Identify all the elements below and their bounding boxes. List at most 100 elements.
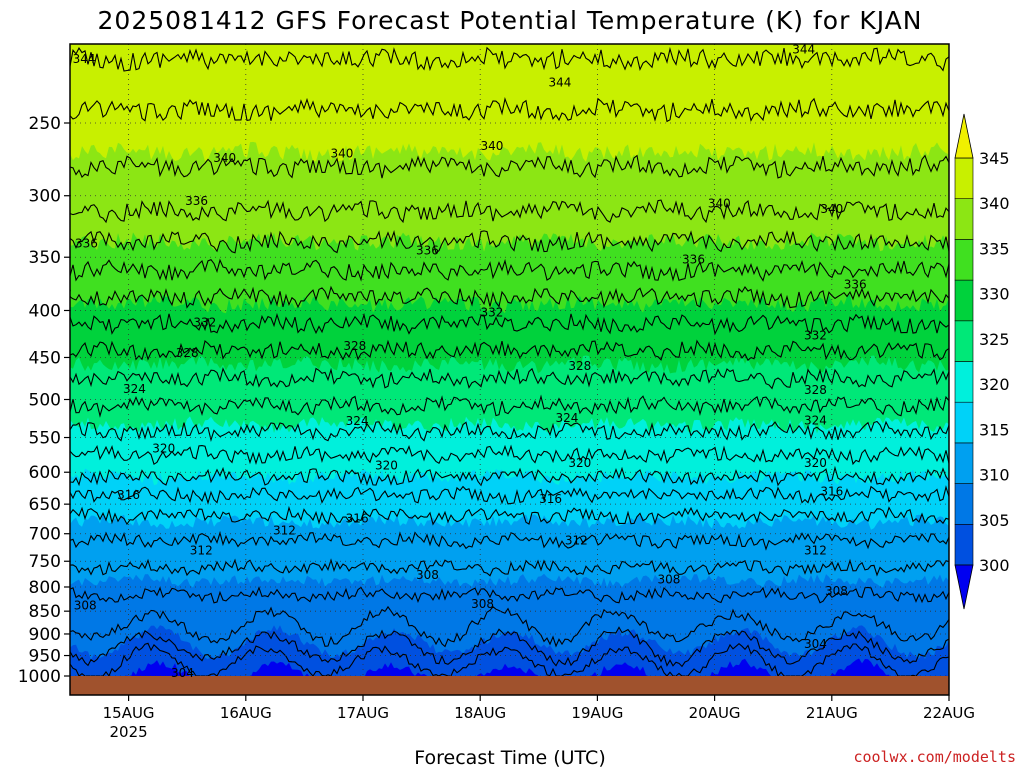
x-tick-sublabel: 2025 [110, 723, 148, 741]
contour-label: 336 [844, 278, 867, 292]
contour-line-322 [70, 420, 949, 442]
credit-text: coolwx.com/modelts [853, 748, 1016, 766]
contour-label: 308 [825, 584, 848, 598]
contour-label: 320 [152, 441, 175, 455]
contour-label: 336 [75, 236, 98, 250]
contour-line-330 [70, 312, 949, 336]
colorbar-top-arrow [954, 113, 974, 159]
contour-label: 316 [539, 492, 562, 506]
y-tick-label: 600 [29, 463, 61, 483]
colorbar-segment [954, 361, 974, 403]
y-tick-label: 550 [29, 429, 61, 449]
colorbar-bottom-arrow [954, 564, 974, 610]
contour-labels: 344 344 344 340 340 340 340 340 336 336 336 336 336 3… [49, 43, 867, 680]
contour-label: 316 [346, 512, 369, 526]
colorbar-label: 340 [979, 194, 1010, 213]
contour-label: 340 [330, 147, 353, 161]
contour-label: 312 [190, 543, 213, 557]
contour-label: 324 [555, 411, 578, 425]
y-tick-label: 950 [29, 647, 61, 667]
contour-label: 324 [346, 414, 369, 428]
colorbar-segment [954, 198, 974, 240]
contour-line-320 [70, 444, 949, 466]
colorbar-label: 330 [979, 285, 1010, 304]
contour-label: 308 [471, 597, 494, 611]
y-tick-label: 1000 [18, 667, 61, 687]
plot-frame [69, 43, 950, 696]
colorbar-label: 325 [979, 330, 1010, 349]
contour-line-302 [70, 642, 949, 678]
plot-area: 344 344 344 340 340 340 340 340 336 336 336 336 336 3… [49, 43, 949, 695]
ground [70, 676, 949, 695]
contour-line-326 [70, 367, 949, 390]
colorbar-label: 315 [979, 420, 1010, 439]
y-tick-label: 400 [29, 301, 61, 321]
contour-lines [70, 46, 949, 678]
y-tick-label: 650 [29, 495, 61, 515]
contour-line-338 [70, 199, 949, 224]
colorbar: 300 305 310 315 320 325 330 335 340 345 [954, 113, 1010, 610]
colorbar-segment [954, 523, 974, 566]
contour-label: 312 [273, 523, 296, 537]
x-tick-label: 21AUG [806, 704, 858, 722]
x-axis-label: Forecast Time (UTC) [414, 747, 605, 768]
contour-line-344 [70, 46, 949, 72]
colorbar-segment [954, 401, 974, 444]
contour-label: 344 [548, 76, 571, 90]
colorbar-label: 320 [979, 375, 1010, 394]
contour-label: 308 [416, 568, 439, 582]
contour-label: 328 [343, 339, 366, 353]
contour-line-336 [70, 229, 949, 254]
chart-title: 2025081412 GFS Forecast Potential Temper… [98, 6, 923, 35]
contour-label: 312 [804, 543, 827, 557]
y-tick-label: 900 [29, 625, 61, 645]
colorbar-segment [954, 157, 974, 200]
y-tick-label: 800 [29, 578, 61, 598]
colorbar-segment [954, 442, 974, 484]
contour-label: 344 [792, 43, 815, 57]
y-tick-label: 850 [29, 602, 61, 622]
contour-label: 340 [820, 202, 843, 216]
contour-label: 324 [804, 413, 827, 427]
contour-label: 320 [804, 456, 827, 470]
contour-label: 328 [804, 383, 827, 397]
contour-line-304 [70, 626, 949, 668]
contour-label: 336 [682, 252, 705, 266]
contour-label: 320 [568, 456, 591, 470]
contour-line-306 [70, 605, 949, 648]
contour-line-332 [70, 285, 949, 309]
contour-label: 340 [480, 139, 503, 153]
contour-label: 332 [804, 329, 827, 343]
contour-line-312 [70, 530, 949, 551]
colorbar-label: 305 [979, 511, 1010, 530]
contour-line-314 [70, 505, 949, 526]
contour-label: 328 [568, 359, 591, 373]
contour-label: 320 [375, 459, 398, 473]
contour-line-342 [70, 97, 949, 123]
contour-label: 328 [176, 346, 199, 360]
contour-label: 336 [185, 194, 208, 208]
x-tick-label: 20AUG [689, 704, 741, 722]
contour-line-334 [70, 258, 949, 282]
contour-label: 332 [49, 286, 72, 300]
x-tick-label: 19AUG [571, 704, 623, 722]
contour-label: 308 [74, 598, 97, 612]
contour-label: 344 [73, 52, 96, 66]
contour-line-340 [70, 154, 949, 179]
ground-strip [70, 676, 949, 695]
y-axis-ticks: 250 300 350 400 450 500 550 600 650 700 750 800 850 9… [18, 114, 70, 687]
y-tick-label: 700 [29, 525, 61, 545]
contour-label: 336 [416, 243, 439, 257]
colorbar-label: 335 [979, 239, 1010, 258]
contour-line-310 [70, 558, 949, 577]
contour-line-308 [70, 586, 949, 604]
grid-lines [70, 44, 949, 695]
colorbar-segment [954, 239, 974, 281]
colorbar-segment [954, 320, 974, 362]
x-tick-label: 18AUG [454, 704, 506, 722]
filled-bands [70, 44, 949, 695]
contour-label: 304 [804, 637, 827, 651]
x-tick-label: 17AUG [337, 704, 389, 722]
contour-line-324 [70, 394, 949, 418]
